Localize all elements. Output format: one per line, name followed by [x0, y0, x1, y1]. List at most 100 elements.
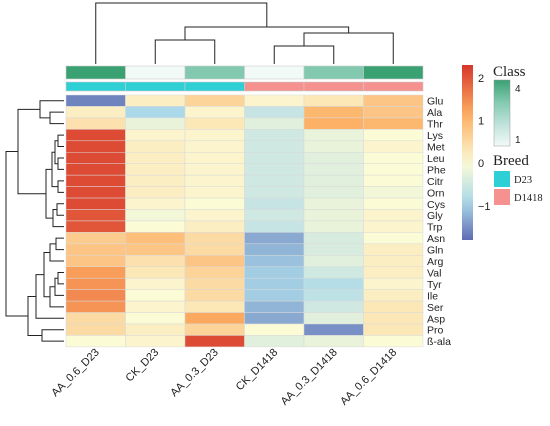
- heatmap-cell: [65, 117, 126, 130]
- heatmap-cell: [184, 94, 245, 107]
- heatmap-cell: [65, 289, 126, 302]
- heatmap-cell: [244, 300, 305, 313]
- heatmap-cell: [303, 232, 364, 245]
- row-label: Orn: [427, 187, 445, 199]
- breed-cell: [363, 81, 424, 92]
- breed-legend-swatch: [494, 189, 510, 205]
- class-cell: [184, 65, 245, 80]
- heatmap-cell: [244, 152, 305, 164]
- column-label: AA_0.6_D23: [49, 347, 102, 400]
- heatmap-cell: [244, 163, 305, 176]
- heatmap-cell: [184, 174, 245, 187]
- row-label: Val: [427, 267, 441, 279]
- heatmap-cell: [65, 323, 126, 336]
- heatmap-cell: [65, 220, 126, 233]
- heatmap-cell: [244, 197, 305, 210]
- heatmap-cell: [303, 312, 364, 325]
- row-label: Glu: [427, 96, 444, 108]
- heatmap-cell: [244, 277, 305, 290]
- dendrogram-branch: [54, 277, 64, 296]
- heatmap-cell: [363, 232, 424, 245]
- dendrogram-branch: [17, 108, 46, 195]
- breed-cell: [303, 81, 364, 92]
- row-label: Pro: [427, 325, 444, 337]
- heatmap-cell: [65, 94, 126, 107]
- heatmap-cell: [303, 106, 364, 119]
- heatmap-cell: [363, 335, 424, 348]
- heatmap-cell: [184, 140, 245, 153]
- heatmap-cell: [184, 243, 245, 256]
- heatmap-cell: [363, 106, 424, 119]
- heatmap-cell: [184, 277, 245, 290]
- heatmap-cell: [125, 163, 186, 176]
- heatmap-cell: [125, 335, 186, 348]
- breed-cell: [65, 81, 126, 92]
- heatmap-cell: [244, 243, 305, 256]
- heatmap-cell: [244, 335, 305, 348]
- row-label: Lys: [427, 130, 443, 142]
- class-cell: [65, 65, 126, 80]
- heatmap-cell: [125, 255, 186, 268]
- heatmap-cell: [65, 106, 126, 119]
- row-label: Arg: [427, 256, 444, 268]
- row-label: Ile: [427, 290, 438, 302]
- heatmap-cell: [125, 277, 186, 290]
- heatmap-cell: [244, 266, 305, 279]
- row-label: Met: [427, 142, 445, 154]
- heatmap-cell: [65, 152, 126, 164]
- heatmap-cell: [244, 232, 305, 245]
- dendrogram-branch: [39, 100, 64, 119]
- heatmap-cell: [363, 117, 424, 130]
- class-legend-title: Class: [493, 64, 526, 80]
- class-cell: [125, 65, 186, 80]
- heatmap-cell: [125, 289, 186, 302]
- heatmap-cell: [363, 163, 424, 176]
- colorbar: 2 1 0 −1: [462, 65, 491, 240]
- column-label: CK_D1418: [234, 347, 281, 394]
- heatmap-cell: [125, 152, 186, 164]
- heatmap-cell: [184, 129, 245, 142]
- heatmap-cell: [244, 174, 305, 187]
- heatmap-cell: [184, 117, 245, 130]
- heatmap-cell: [303, 140, 364, 153]
- heatmap-cell: [363, 266, 424, 279]
- heatmap-cell: [303, 266, 364, 279]
- class-cell: [303, 65, 364, 80]
- heatmap-cell: [303, 186, 364, 199]
- row-label: Gln: [427, 245, 444, 257]
- heatmap-cell: [184, 232, 245, 245]
- heatmap-cell: [184, 106, 245, 119]
- heatmap-cell: [303, 323, 364, 336]
- dendrogram-branch: [49, 111, 64, 125]
- heatmap-cell: [65, 255, 126, 268]
- heatmap-cell: [244, 129, 305, 142]
- breed-legend-label: D23: [514, 175, 532, 186]
- heatmap-cell: [65, 163, 126, 176]
- heatmap-cell: [184, 323, 245, 336]
- heatmap-cell: [125, 129, 186, 142]
- breed-legend-title: Breed: [493, 153, 529, 169]
- heatmap-cell: [184, 197, 245, 210]
- breed-cell: [184, 81, 245, 92]
- heatmap-cell: [65, 209, 126, 222]
- row-label: Trp: [427, 222, 443, 234]
- heatmap-cell: [244, 117, 305, 130]
- heatmap-cell: [125, 197, 186, 210]
- heatmap-cell: [363, 255, 424, 268]
- heatmap-cell: [303, 94, 364, 107]
- breed-cell: [125, 81, 186, 92]
- heatmap-cell: [184, 163, 245, 176]
- heatmap-cell: [303, 289, 364, 302]
- heatmap-cell: [303, 174, 364, 187]
- heatmap-cell: [303, 243, 364, 256]
- heatmap-cell: [184, 312, 245, 325]
- breed-legend-swatch: [494, 171, 510, 187]
- class-cell: [244, 65, 305, 80]
- heatmap-cell: [125, 117, 186, 130]
- heatmap-cell: [125, 174, 186, 187]
- heatmap-cell: [303, 129, 364, 142]
- heatmap-cell: [184, 220, 245, 233]
- column-label: CK_D23: [123, 347, 161, 385]
- heatmap-cell: [363, 300, 424, 313]
